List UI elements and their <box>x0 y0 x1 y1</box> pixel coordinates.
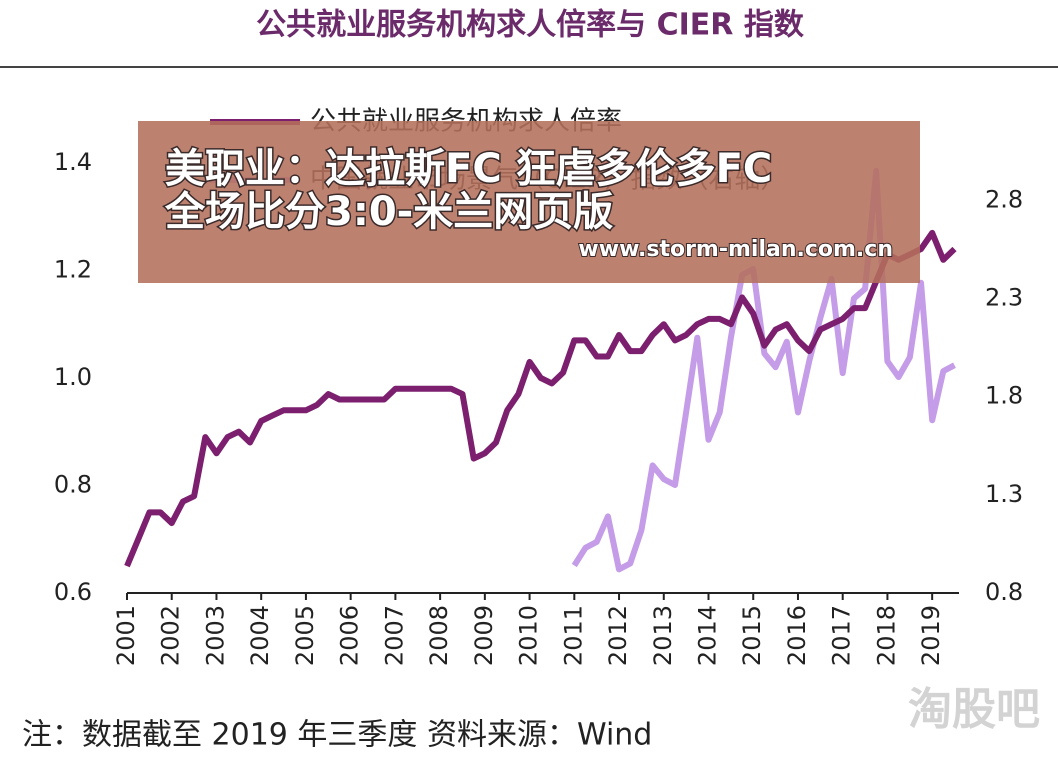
y2-tick-label: 2.3 <box>985 283 1023 311</box>
y-tick-label: 0.6 <box>54 578 92 606</box>
y-tick-label: 1.2 <box>54 256 92 284</box>
watermark: 淘股吧 <box>908 684 1040 735</box>
x-tick-label: 2011 <box>559 605 587 666</box>
overlay-site: www.storm-milan.com.cn <box>578 237 893 262</box>
y-tick-label: 0.8 <box>54 471 92 499</box>
y2-tick-label: 0.8 <box>985 578 1023 606</box>
x-tick-label: 2012 <box>604 605 632 666</box>
x-tick-label: 2008 <box>425 605 453 666</box>
x-tick-label: 2015 <box>738 605 766 666</box>
x-tick-label: 2001 <box>112 605 140 666</box>
x-tick-label: 2007 <box>380 605 408 666</box>
x-tick-label: 2005 <box>291 605 319 666</box>
x-tick-label: 2010 <box>515 605 543 666</box>
y2-tick-label: 1.3 <box>985 480 1023 508</box>
x-tick-label: 2019 <box>917 605 945 666</box>
y2-tick-label: 2.8 <box>985 185 1023 213</box>
chart-title: 公共就业服务机构求人倍率与 CIER 指数 <box>256 8 805 43</box>
series-line <box>124 229 957 568</box>
x-tick-label: 2018 <box>872 605 900 666</box>
x-tick-label: 2016 <box>783 605 811 666</box>
x-tick-label: 2017 <box>828 605 856 666</box>
overlay-headline: 全场比分3:0-米兰网页版 <box>164 189 613 235</box>
overlay-banner <box>138 121 920 283</box>
footnote: 注：数据截至 2019 年三季度 资料来源：Wind <box>22 718 652 753</box>
x-tick-label: 2009 <box>470 605 498 666</box>
x-tick-label: 2014 <box>694 605 722 666</box>
y2-tick-label: 1.8 <box>985 382 1023 410</box>
series-line <box>571 167 956 573</box>
x-tick-label: 2006 <box>336 605 364 666</box>
x-tick-label: 2004 <box>246 605 274 666</box>
x-tick-label: 2013 <box>649 605 677 666</box>
overlay-headline: 美职业：达拉斯FC 狂虐多伦多FC <box>165 146 772 192</box>
y-tick-label: 1.4 <box>54 148 92 176</box>
x-tick-label: 2002 <box>157 605 185 666</box>
y-tick-label: 1.0 <box>54 363 92 391</box>
x-tick-label: 2003 <box>201 605 229 666</box>
